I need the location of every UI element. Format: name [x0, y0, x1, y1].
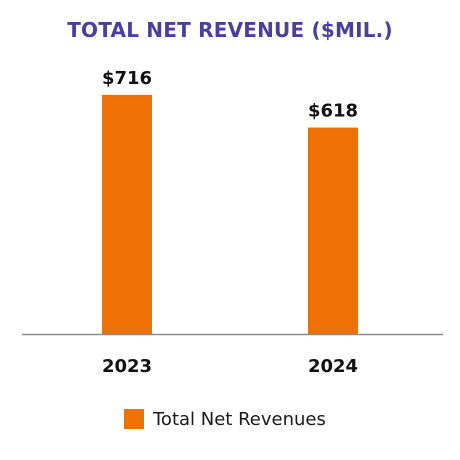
x-tick-label-2023: 2023: [102, 356, 152, 377]
legend-swatch: [124, 409, 144, 429]
legend: Total Net Revenues: [124, 407, 326, 431]
bar-2024: [308, 127, 358, 334]
legend-label: Total Net Revenues: [153, 408, 326, 430]
chart-title: TOTAL NET REVENUE ($MIL.): [67, 18, 393, 42]
bar-2023: [102, 94, 152, 334]
data-label-2024: $618: [308, 101, 358, 122]
x-tick-label-2024: 2024: [308, 356, 358, 377]
data-label-2023: $716: [102, 68, 152, 89]
